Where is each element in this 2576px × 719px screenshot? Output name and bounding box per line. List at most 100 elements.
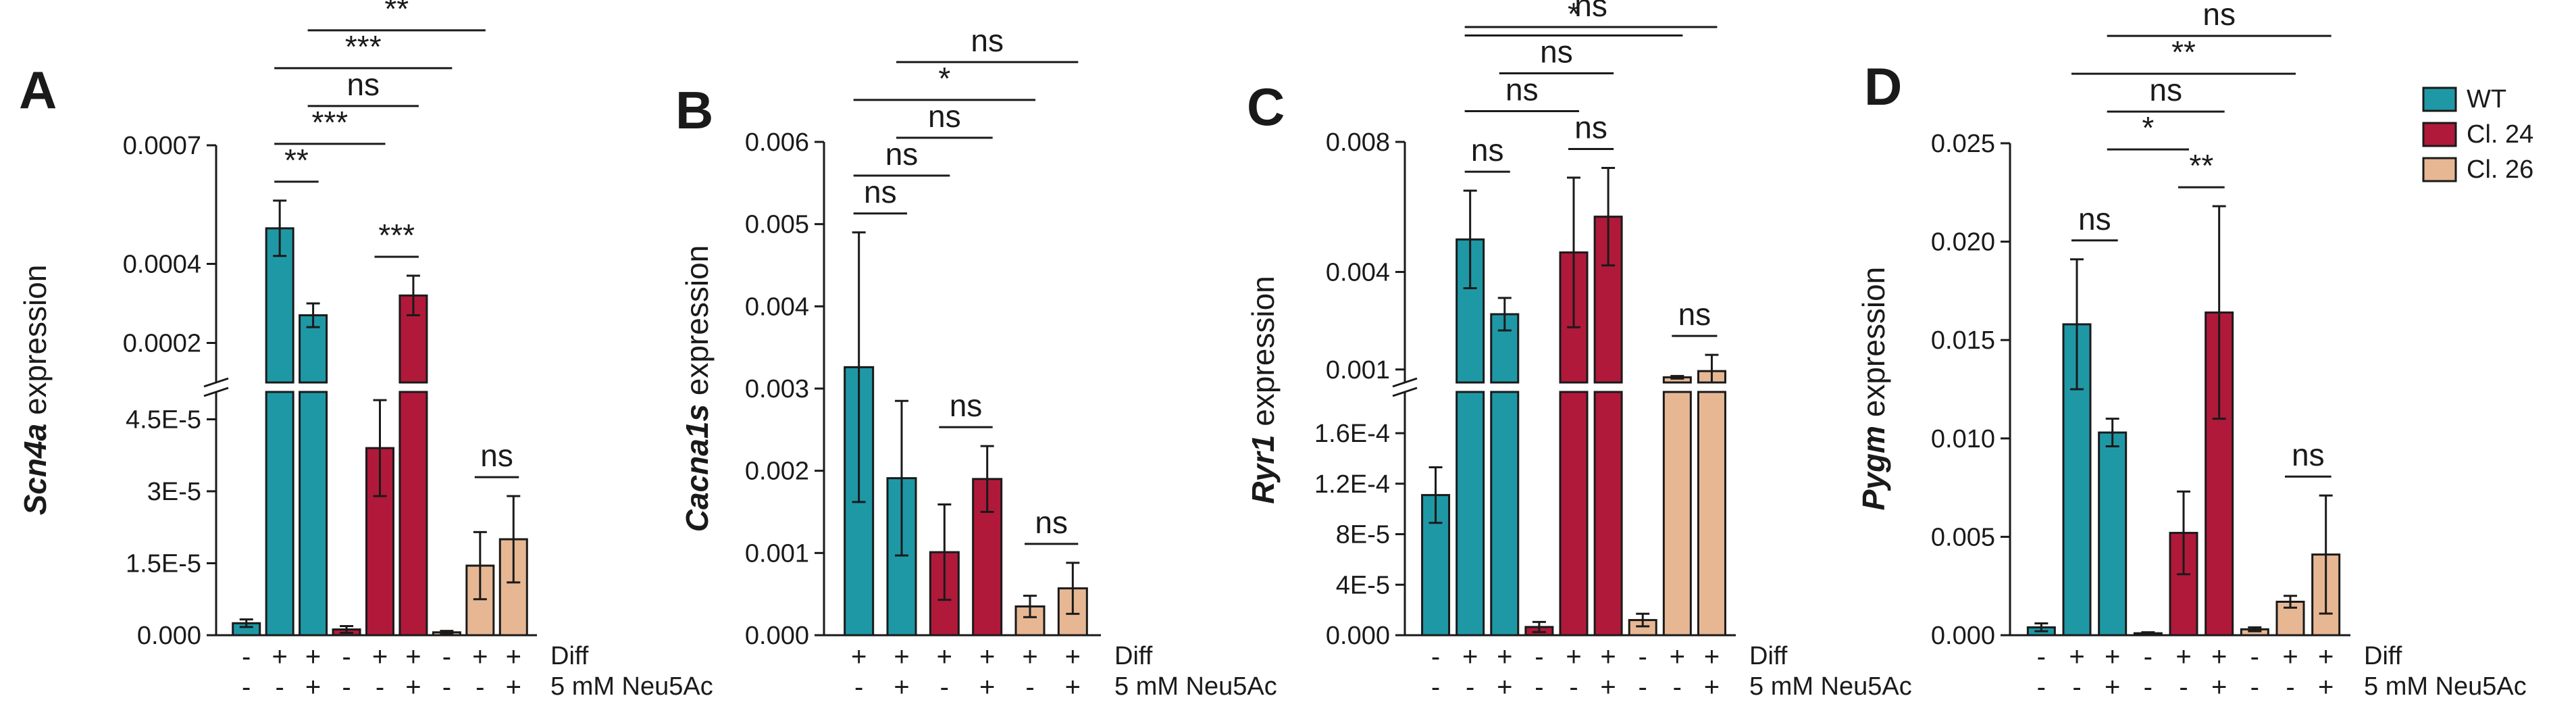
neu5ac-sign: - — [1025, 672, 1034, 702]
diff-sign: + — [1566, 642, 1581, 672]
neu5ac-sign: + — [1497, 672, 1512, 702]
significance-label: * — [2142, 110, 2154, 145]
diff-sign: + — [2211, 642, 2227, 672]
diff-sign: + — [506, 642, 521, 672]
diff-sign: - — [442, 642, 451, 672]
diff-sign: + — [305, 642, 321, 672]
panel-B: B Cacna1s expression 0.000 0.001 0.002 0.003 0… — [675, 23, 1277, 702]
condition-label-neu5ac: 5 mM Neu5Ac — [1749, 672, 1912, 701]
y-tick-label: 0.008 — [1326, 128, 1390, 157]
significance-label: ns — [1471, 132, 1504, 168]
diff-sign: + — [2175, 642, 2191, 672]
gene-name: Cacna1s — [679, 404, 715, 532]
diff-sign: + — [2318, 642, 2334, 672]
neu5ac-sign: + — [405, 672, 421, 702]
legend: WT Cl. 24 Cl. 26 — [2422, 85, 2533, 184]
panel-letter: D — [1864, 57, 1902, 116]
diff-sign: + — [851, 642, 867, 672]
panel-letter: A — [19, 60, 57, 120]
significance-label: ns — [1505, 72, 1539, 107]
condition-label-diff: Diff — [2364, 642, 2402, 670]
neu5ac-sign: + — [1704, 672, 1720, 702]
neu5ac-sign: - — [1466, 672, 1474, 702]
y-tick-label: 4.5E-5 — [126, 406, 201, 435]
diff-sign: + — [272, 642, 287, 672]
y-tick-label: 0.006 — [745, 128, 809, 157]
diff-sign: - — [1639, 642, 1647, 672]
y-tick-label: 0.000 — [745, 622, 809, 650]
significance-label: ns — [928, 99, 961, 134]
diff-sign: + — [472, 642, 488, 672]
diff-sign: + — [1022, 642, 1037, 672]
axis-break-mark — [203, 387, 229, 397]
y-tick-label: 0.005 — [745, 211, 809, 239]
y-tick-label: 0.025 — [1931, 130, 1995, 158]
neu5ac-sign: - — [1673, 672, 1682, 702]
neu5ac-sign: - — [276, 672, 284, 702]
y-axis-label-suffix: expression — [679, 245, 715, 404]
condition-label-diff: Diff — [1114, 642, 1153, 670]
diff-sign: + — [2105, 642, 2120, 672]
neu5ac-sign: - — [2286, 672, 2294, 702]
significance-label: ns — [885, 137, 919, 172]
diff-sign: - — [2250, 642, 2259, 672]
y-tick-label: 0.000 — [137, 622, 201, 650]
significance-label: ns — [1574, 109, 1607, 145]
diff-sign: - — [1431, 642, 1440, 672]
diff-sign: - — [242, 642, 251, 672]
y-tick-label: 0.000 — [1931, 622, 1995, 650]
neu5ac-sign: + — [894, 672, 909, 702]
diff-sign: - — [1535, 642, 1543, 672]
significance-label: ns — [1574, 0, 1607, 23]
neu5ac-sign: - — [2037, 672, 2046, 702]
significance-label: ns — [971, 23, 1004, 58]
diff-sign: + — [894, 642, 909, 672]
condition-label-neu5ac: 5 mM Neu5Ac — [550, 672, 713, 701]
significance-label: ** — [2189, 148, 2213, 183]
neu5ac-sign: - — [940, 672, 949, 702]
neu5ac-sign: - — [376, 672, 384, 702]
significance-label: * — [1568, 0, 1580, 31]
legend-swatch — [2422, 122, 2457, 147]
bar — [1014, 605, 1046, 637]
neu5ac-sign: - — [242, 672, 251, 702]
significance-label: ** — [284, 143, 309, 178]
y-tick-label: 0.0007 — [123, 132, 201, 160]
diff-sign: - — [2037, 642, 2046, 672]
y-tick-label: 1.6E-4 — [1314, 420, 1390, 448]
neu5ac-sign: + — [2211, 672, 2227, 702]
neu5ac-sign: - — [2179, 672, 2188, 702]
condition-label-neu5ac: 5 mM Neu5Ac — [1114, 672, 1277, 701]
y-tick-label: 0.0002 — [123, 330, 201, 358]
significance-label: ** — [384, 0, 409, 26]
bar — [1697, 391, 1726, 637]
significance-label: *** — [311, 105, 348, 140]
diff-sign: - — [2144, 642, 2153, 672]
neu5ac-sign: + — [506, 672, 521, 702]
significance-label: *** — [345, 29, 382, 64]
significance-label: ns — [2203, 0, 2236, 32]
panel-letter: C — [1247, 77, 1285, 137]
y-axis-label: Cacna1s expression — [679, 245, 715, 532]
bar — [1559, 391, 1589, 637]
legend-label: Cl. 26 — [2467, 155, 2533, 184]
neu5ac-sign: + — [2105, 672, 2120, 702]
bar — [398, 391, 428, 637]
diff-sign: + — [1600, 642, 1616, 672]
y-tick-label: 0.002 — [745, 457, 809, 486]
diff-sign: + — [1670, 642, 1685, 672]
significance-label: ns — [480, 438, 513, 473]
neu5ac-sign: - — [342, 672, 351, 702]
y-tick-label: 0.004 — [1326, 258, 1390, 287]
neu5ac-sign: - — [1569, 672, 1578, 702]
condition-label-diff: Diff — [550, 642, 589, 670]
diff-sign: + — [2282, 642, 2298, 672]
significance-label: ns — [2149, 72, 2182, 107]
y-tick-label: 0.005 — [1931, 523, 1995, 551]
bar — [365, 447, 394, 637]
neu5ac-sign: + — [2318, 672, 2334, 702]
neu5ac-sign: + — [979, 672, 995, 702]
y-axis-label-suffix: expression — [18, 265, 53, 424]
panel-C: C Ryr1 expression 0.000 4E-5 8E-5 1.2E-4 1.6E-… — [1245, 0, 1912, 702]
bar — [265, 391, 294, 637]
